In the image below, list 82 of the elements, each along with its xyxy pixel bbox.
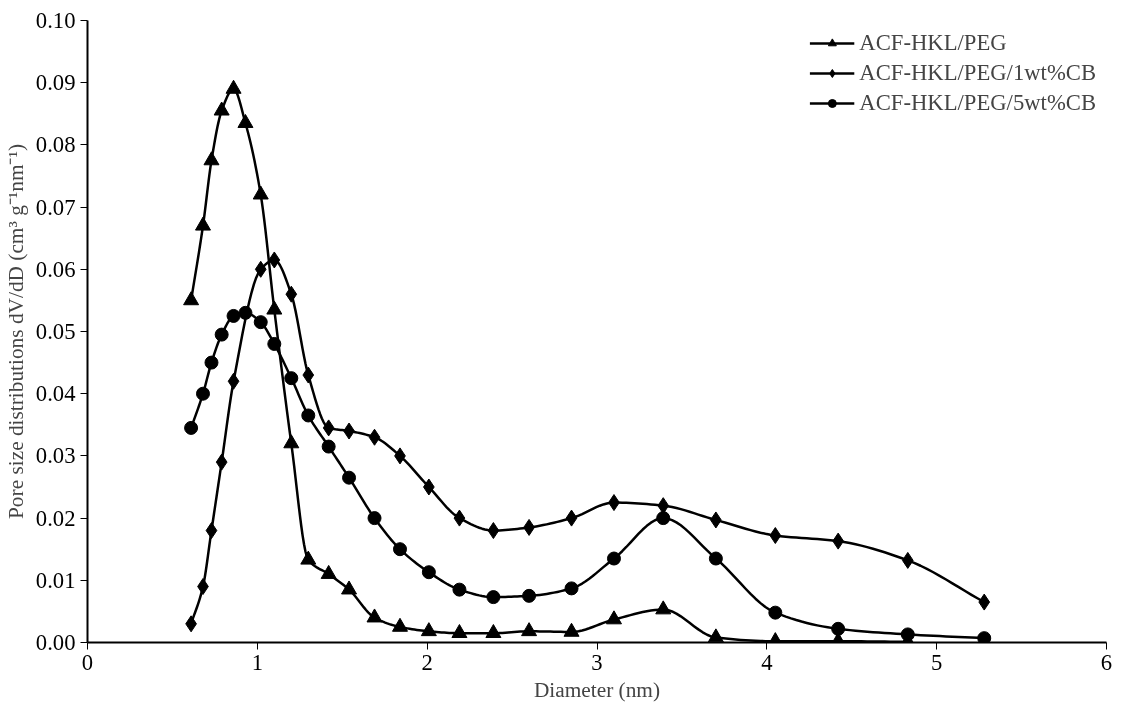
point bbox=[321, 439, 336, 454]
point bbox=[707, 628, 724, 643]
point bbox=[768, 605, 783, 620]
x-tick-label: 0 bbox=[81, 649, 94, 675]
point bbox=[268, 251, 281, 269]
point bbox=[521, 622, 538, 637]
point bbox=[769, 527, 782, 545]
y-tick-label: 0.06 bbox=[35, 256, 76, 282]
x-tick-label: 2 bbox=[421, 649, 433, 675]
point bbox=[301, 408, 316, 423]
x-tick-label: 1 bbox=[251, 649, 263, 675]
point bbox=[420, 622, 437, 637]
point bbox=[421, 565, 436, 580]
point bbox=[322, 419, 335, 437]
point bbox=[606, 551, 621, 566]
x-tick-label: 3 bbox=[591, 649, 603, 675]
point bbox=[901, 551, 914, 569]
point bbox=[215, 453, 228, 471]
point bbox=[831, 621, 846, 636]
y-tick-label: 0.09 bbox=[35, 70, 76, 96]
point bbox=[453, 509, 466, 527]
point bbox=[253, 315, 268, 330]
point bbox=[283, 434, 300, 449]
point bbox=[205, 522, 218, 540]
y-axis-title: Pore size distributions dV/dD (cm³ g⁻¹nm⁻¹) bbox=[3, 143, 28, 519]
point bbox=[214, 327, 229, 342]
point bbox=[452, 582, 467, 597]
point bbox=[708, 551, 723, 566]
point bbox=[183, 291, 200, 306]
point bbox=[254, 260, 267, 278]
point bbox=[204, 355, 219, 370]
point bbox=[266, 300, 283, 315]
y-tick-label: 0.02 bbox=[35, 505, 76, 531]
point bbox=[194, 216, 211, 231]
point bbox=[284, 371, 299, 386]
point bbox=[302, 366, 315, 384]
point bbox=[486, 590, 501, 605]
x-tick-label: 5 bbox=[931, 649, 943, 675]
point bbox=[341, 580, 358, 595]
point bbox=[226, 308, 241, 323]
y-tick-label: 0.08 bbox=[35, 132, 76, 158]
x-axis-title: Diameter (nm) bbox=[533, 677, 661, 702]
point bbox=[565, 509, 578, 527]
x-tick-label: 6 bbox=[1100, 649, 1113, 675]
legend-label: ACF-HKL/PEG bbox=[859, 30, 1007, 56]
point bbox=[656, 511, 671, 526]
point bbox=[267, 336, 282, 351]
point bbox=[605, 610, 622, 625]
point bbox=[184, 420, 199, 435]
point bbox=[342, 470, 357, 485]
point bbox=[366, 608, 383, 623]
point bbox=[225, 79, 242, 94]
x-tick-label: 4 bbox=[761, 649, 773, 675]
point bbox=[978, 593, 991, 611]
point bbox=[367, 511, 382, 526]
point bbox=[195, 386, 210, 401]
y-tick-label: 0.01 bbox=[35, 567, 76, 593]
point bbox=[487, 522, 500, 540]
y-tick-label: 0.00 bbox=[35, 630, 76, 655]
point bbox=[392, 542, 407, 557]
point bbox=[252, 185, 269, 200]
point bbox=[368, 428, 381, 446]
point bbox=[203, 151, 220, 166]
y-tick-label: 0.03 bbox=[35, 443, 76, 469]
legend-label: ACF-HKL/PEG/1wt%CB bbox=[859, 60, 1096, 86]
point bbox=[485, 624, 502, 638]
y-tick-label: 0.10 bbox=[35, 8, 76, 33]
point bbox=[285, 285, 298, 303]
y-tick-label: 0.04 bbox=[35, 381, 76, 407]
y-tick-label: 0.07 bbox=[35, 194, 76, 220]
point bbox=[213, 101, 230, 116]
point bbox=[522, 588, 537, 603]
y-tick-label: 0.05 bbox=[35, 319, 76, 344]
point bbox=[977, 631, 992, 643]
point bbox=[227, 372, 240, 390]
point bbox=[237, 113, 254, 128]
point bbox=[655, 600, 672, 615]
point bbox=[238, 305, 253, 320]
legend-label: ACF-HKL/PEG/5wt%CB bbox=[859, 90, 1096, 116]
point bbox=[564, 581, 579, 596]
point bbox=[451, 624, 468, 638]
point bbox=[300, 550, 317, 565]
